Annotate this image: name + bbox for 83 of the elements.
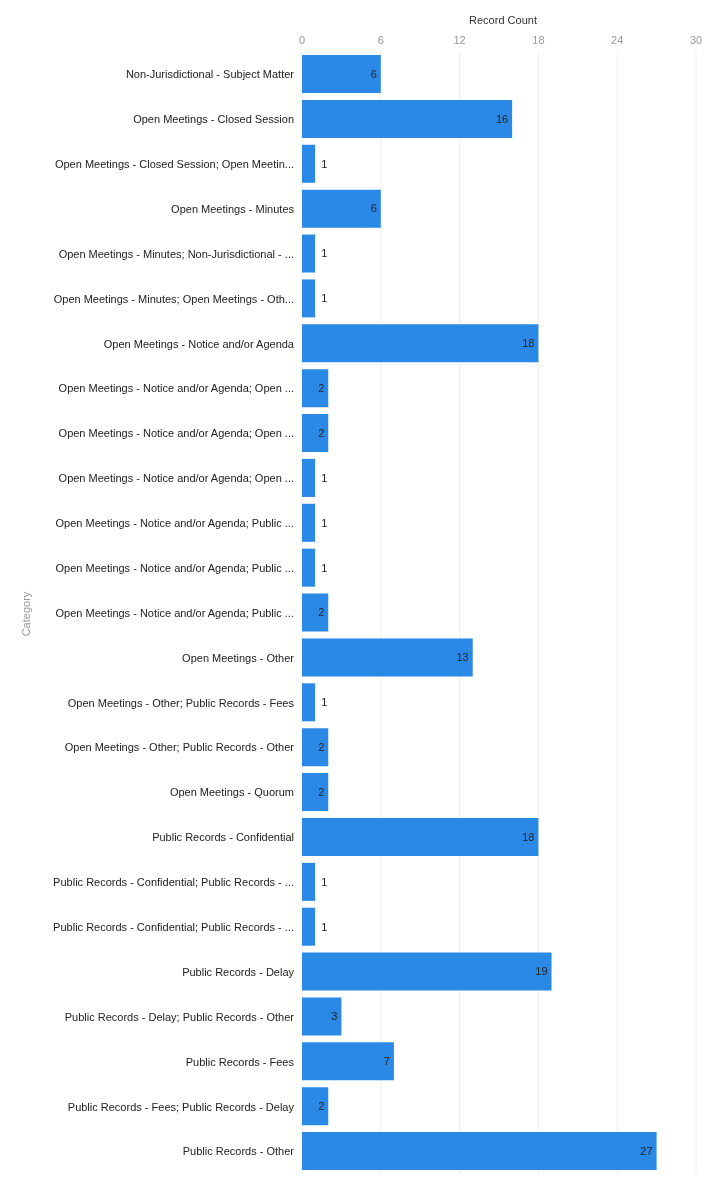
data-label: 19 <box>535 965 548 978</box>
bar <box>302 414 329 453</box>
bar <box>302 144 316 183</box>
bar <box>302 638 473 677</box>
x-tick-label: 24 <box>611 34 624 46</box>
data-label: 16 <box>495 112 509 125</box>
data-label: 1 <box>321 247 328 260</box>
data-label: 2 <box>318 426 325 439</box>
data-label: 2 <box>318 606 325 619</box>
x-tick-label: 0 <box>298 34 306 46</box>
y-tick-label: Open Meetings - Notice and/or Agenda; Open ... <box>58 472 294 485</box>
bar <box>302 99 513 138</box>
bar <box>302 728 329 767</box>
bar <box>302 997 342 1036</box>
bar <box>302 952 552 991</box>
y-tick-label: Open Meetings - Notice and/or Agenda; Open ... <box>58 382 294 395</box>
x-tick-label: 18 <box>532 34 545 46</box>
bar <box>302 503 316 542</box>
y-tick-label: Public Records - Fees; Public Records - Delay <box>67 1100 295 1113</box>
data-label: 2 <box>318 382 325 395</box>
y-tick-label: Public Records - Other <box>182 1145 295 1158</box>
bar <box>302 369 329 408</box>
y-tick-label: Open Meetings - Minutes; Non-Jurisdictional - ... <box>58 247 294 260</box>
data-label: 2 <box>318 741 325 754</box>
data-label: 18 <box>522 337 535 350</box>
bar <box>302 1042 394 1081</box>
bar <box>302 683 316 722</box>
y-tick-label: Public Records - Confidential <box>152 831 294 844</box>
bar <box>302 593 329 632</box>
y-tick-label: Open Meetings - Minutes; Open Meetings - Oth... <box>53 292 294 305</box>
y-tick-label: Public Records - Fees <box>185 1055 295 1068</box>
y-tick-label: Open Meetings - Notice and/or Agenda; Public ... <box>55 517 294 530</box>
bar <box>302 817 539 856</box>
y-tick-label: Open Meetings - Other <box>182 651 295 664</box>
data-label: 1 <box>321 920 328 933</box>
data-label: 13 <box>456 651 469 664</box>
data-label: 18 <box>522 830 535 843</box>
bar <box>302 773 329 812</box>
y-tick-label: Open Meetings - Closed Session; Open Meetin... <box>54 158 294 171</box>
y-tick-label: Open Meetings - Minutes <box>171 202 295 215</box>
data-label: 1 <box>321 471 328 484</box>
data-label: 1 <box>321 292 328 305</box>
y-tick-label: Public Records - Delay <box>182 965 295 978</box>
y-tick-label: Public Records - Confidential; Public Records - ... <box>53 876 294 889</box>
bar <box>302 862 316 901</box>
y-tick-label: Public Records - Delay; Public Records - Other <box>64 1010 295 1023</box>
x-tick-label: 30 <box>689 34 703 46</box>
bar <box>302 907 316 946</box>
x-tick-label: 12 <box>453 34 466 46</box>
data-label: 2 <box>318 785 325 798</box>
bar <box>302 1132 657 1171</box>
bar <box>302 279 316 318</box>
bar <box>302 234 316 273</box>
data-label: 1 <box>321 696 328 709</box>
bar <box>302 189 381 228</box>
y-tick-label: Public Records - Confidential; Public Records - ... <box>53 921 294 934</box>
data-label: 1 <box>321 157 328 170</box>
data-label: 6 <box>370 202 377 215</box>
data-label: 1 <box>321 516 328 529</box>
y-tick-label: Open Meetings - Notice and/or Agenda; Public ... <box>55 561 294 574</box>
data-label: 1 <box>321 561 328 574</box>
y-tick-label: Open Meetings - Quorum <box>169 786 294 799</box>
y-tick-label: Open Meetings - Closed Session <box>133 113 294 126</box>
bar <box>302 458 316 497</box>
x-tick-label: 6 <box>377 34 384 46</box>
data-label: 1 <box>321 875 328 888</box>
bar <box>302 324 539 363</box>
y-tick-label: Open Meetings - Notice and/or Agenda; Open ... <box>58 427 294 440</box>
bar <box>302 548 316 587</box>
y-tick-label: Open Meetings - Notice and/or Agenda; Public ... <box>55 606 294 619</box>
bar <box>302 55 381 93</box>
data-label: 7 <box>383 1055 390 1068</box>
data-label: 6 <box>370 67 377 80</box>
y-tick-label: Open Meetings - Notice and/or Agenda <box>103 337 295 350</box>
y-tick-label: Non-Jurisdictional - Subject Matter <box>125 68 295 81</box>
bar <box>302 1087 329 1126</box>
data-label: 3 <box>331 1010 338 1023</box>
x-axis-title: Record Count <box>468 14 538 26</box>
y-tick-label: Open Meetings - Other; Public Records - Fees <box>67 696 295 709</box>
y-tick-label: Open Meetings - Other; Public Records - Other <box>64 741 295 754</box>
data-label: 27 <box>640 1144 653 1157</box>
y-axis-title: Category <box>20 590 32 639</box>
data-label: 2 <box>318 1100 325 1113</box>
